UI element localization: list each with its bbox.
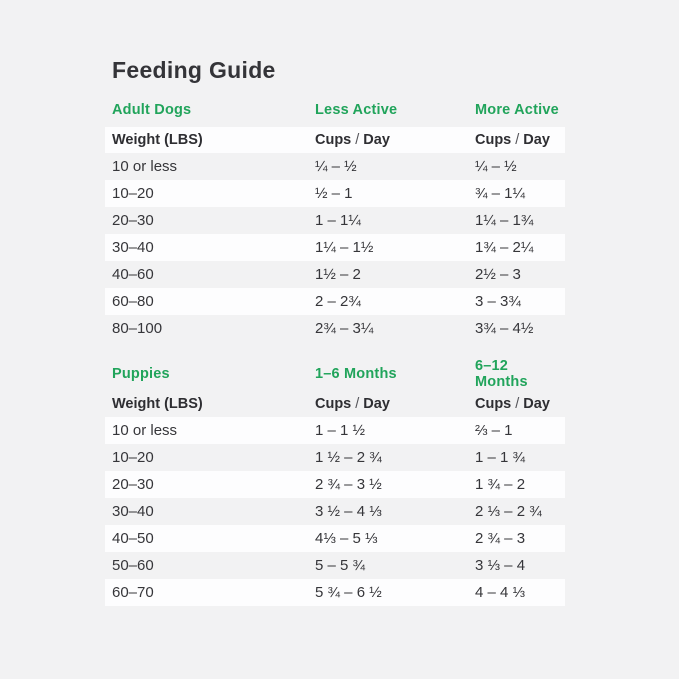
puppies-label: Puppies bbox=[112, 365, 170, 382]
more-active-cell: ¼ – ½ bbox=[475, 158, 517, 175]
months-6-12-cell: 3 ⅓ – 4 bbox=[475, 557, 526, 574]
more-active-cell: 3 – 3¾ bbox=[475, 293, 521, 310]
weight-cell: 10–20 bbox=[112, 449, 154, 466]
less-active-cell: 1¼ – 1½ bbox=[315, 239, 374, 256]
cups-label: Cups bbox=[315, 396, 352, 412]
slash-separator: / bbox=[355, 396, 360, 412]
more-active-cell: 1¼ – 1¾ bbox=[475, 212, 534, 229]
months-6-12-cell: ⅔ – 1 bbox=[475, 422, 513, 439]
adult-section-header-row: Adult Dogs Less Active More Active bbox=[105, 99, 565, 120]
weight-cell: 20–30 bbox=[112, 476, 154, 493]
less-active-cell: 2¾ – 3¼ bbox=[315, 320, 374, 337]
table-row: 30–40 1¼ – 1½ 1¾ – 2¼ bbox=[105, 234, 565, 261]
months-1-6-cell: 1 – 1 ½ bbox=[315, 422, 366, 439]
table-row: 50–60 5 – 5 ¾ 3 ⅓ – 4 bbox=[105, 552, 565, 579]
puppies-section-header-row: Puppies 1–6 Months 6–12 Months bbox=[105, 358, 565, 390]
months-6-12-label: 6–12 Months bbox=[475, 357, 528, 390]
months-1-6-label: 1–6 Months bbox=[315, 365, 397, 382]
puppies-column-header-row: Weight (LBS) Cups / Day Cups / Day bbox=[105, 391, 565, 417]
adult-column-header-row: Weight (LBS) Cups / Day Cups / Day bbox=[105, 127, 565, 153]
table-row: 20–30 2 ¾ – 3 ½ 1 ¾ – 2 bbox=[105, 471, 565, 498]
slash-separator: / bbox=[355, 132, 360, 148]
weight-cell: 10 or less bbox=[112, 158, 178, 175]
weight-cell: 20–30 bbox=[112, 212, 154, 229]
table-row: 40–50 4⅓ – 5 ⅓ 2 ¾ – 3 bbox=[105, 525, 565, 552]
day-label: Day bbox=[523, 396, 550, 412]
months-1-6-cell: 1 ½ – 2 ¾ bbox=[315, 449, 382, 466]
cups-per-day-header: Cups / Day bbox=[475, 132, 565, 148]
slash-separator: / bbox=[515, 396, 520, 412]
table-row: 10–20 1 ½ – 2 ¾ 1 – 1 ¾ bbox=[105, 444, 565, 471]
more-active-cell: 1¾ – 2¼ bbox=[475, 239, 534, 256]
cups-label: Cups bbox=[475, 132, 512, 148]
less-active-cell: 1½ – 2 bbox=[315, 266, 361, 283]
months-1-6-cell: 3 ½ – 4 ⅓ bbox=[315, 503, 382, 520]
months-6-12-cell: 1 ¾ – 2 bbox=[475, 476, 526, 493]
more-active-cell: 2½ – 3 bbox=[475, 266, 521, 283]
page-title: Feeding Guide bbox=[112, 57, 276, 83]
table-row: 40–60 1½ – 2 2½ – 3 bbox=[105, 261, 565, 288]
adult-dogs-label: Adult Dogs bbox=[112, 101, 192, 118]
months-6-12-cell: 2 ⅓ – 2 ¾ bbox=[475, 503, 542, 520]
weight-cell: 40–50 bbox=[112, 530, 154, 547]
cups-label: Cups bbox=[315, 132, 352, 148]
months-6-12-cell: 4 – 4 ⅓ bbox=[475, 584, 526, 601]
day-label: Day bbox=[363, 396, 390, 412]
table-row: 20–30 1 – 1¼ 1¼ – 1¾ bbox=[105, 207, 565, 234]
weight-cell: 30–40 bbox=[112, 503, 154, 520]
cups-label: Cups bbox=[475, 396, 512, 412]
table-row: 60–70 5 ¾ – 6 ½ 4 – 4 ⅓ bbox=[105, 579, 565, 606]
months-1-6-cell: 2 ¾ – 3 ½ bbox=[315, 476, 382, 493]
table-row: 80–100 2¾ – 3¼ 3¾ – 4½ bbox=[105, 315, 565, 342]
less-active-cell: 2 – 2¾ bbox=[315, 293, 361, 310]
slash-separator: / bbox=[515, 132, 520, 148]
cups-per-day-header: Cups / Day bbox=[315, 396, 475, 412]
weight-cell: 10 or less bbox=[112, 422, 178, 439]
weight-lbs-header: Weight (LBS) bbox=[112, 132, 203, 148]
adult-dogs-table: Adult Dogs Less Active More Active Weigh… bbox=[105, 99, 565, 342]
day-label: Day bbox=[363, 132, 390, 148]
weight-cell: 60–70 bbox=[112, 584, 154, 601]
less-active-cell: 1 – 1¼ bbox=[315, 212, 361, 229]
more-active-cell: ¾ – 1¼ bbox=[475, 185, 526, 202]
table-row: 60–80 2 – 2¾ 3 – 3¾ bbox=[105, 288, 565, 315]
cups-per-day-header: Cups / Day bbox=[475, 396, 565, 412]
months-1-6-cell: 5 – 5 ¾ bbox=[315, 557, 366, 574]
table-row: 10 or less ¼ – ½ ¼ – ½ bbox=[105, 153, 565, 180]
months-6-12-cell: 2 ¾ – 3 bbox=[475, 530, 526, 547]
day-label: Day bbox=[523, 132, 550, 148]
months-1-6-cell: 4⅓ – 5 ⅓ bbox=[315, 530, 378, 547]
weight-cell: 10–20 bbox=[112, 185, 154, 202]
less-active-cell: ¼ – ½ bbox=[315, 158, 357, 175]
weight-cell: 80–100 bbox=[112, 320, 163, 337]
puppies-table: Puppies 1–6 Months 6–12 Months Weight (L… bbox=[105, 358, 565, 606]
weight-lbs-header: Weight (LBS) bbox=[112, 396, 203, 412]
weight-cell: 60–80 bbox=[112, 293, 154, 310]
table-row: 30–40 3 ½ – 4 ⅓ 2 ⅓ – 2 ¾ bbox=[105, 498, 565, 525]
less-active-cell: ½ – 1 bbox=[315, 185, 353, 202]
cups-per-day-header: Cups / Day bbox=[315, 132, 475, 148]
more-active-cell: 3¾ – 4½ bbox=[475, 320, 534, 337]
table-row: 10–20 ½ – 1 ¾ – 1¼ bbox=[105, 180, 565, 207]
months-1-6-cell: 5 ¾ – 6 ½ bbox=[315, 584, 382, 601]
weight-cell: 30–40 bbox=[112, 239, 154, 256]
more-active-label: More Active bbox=[475, 101, 559, 118]
weight-cell: 50–60 bbox=[112, 557, 154, 574]
table-row: 10 or less 1 – 1 ½ ⅔ – 1 bbox=[105, 417, 565, 444]
months-6-12-cell: 1 – 1 ¾ bbox=[475, 449, 526, 466]
less-active-label: Less Active bbox=[315, 101, 398, 118]
weight-cell: 40–60 bbox=[112, 266, 154, 283]
